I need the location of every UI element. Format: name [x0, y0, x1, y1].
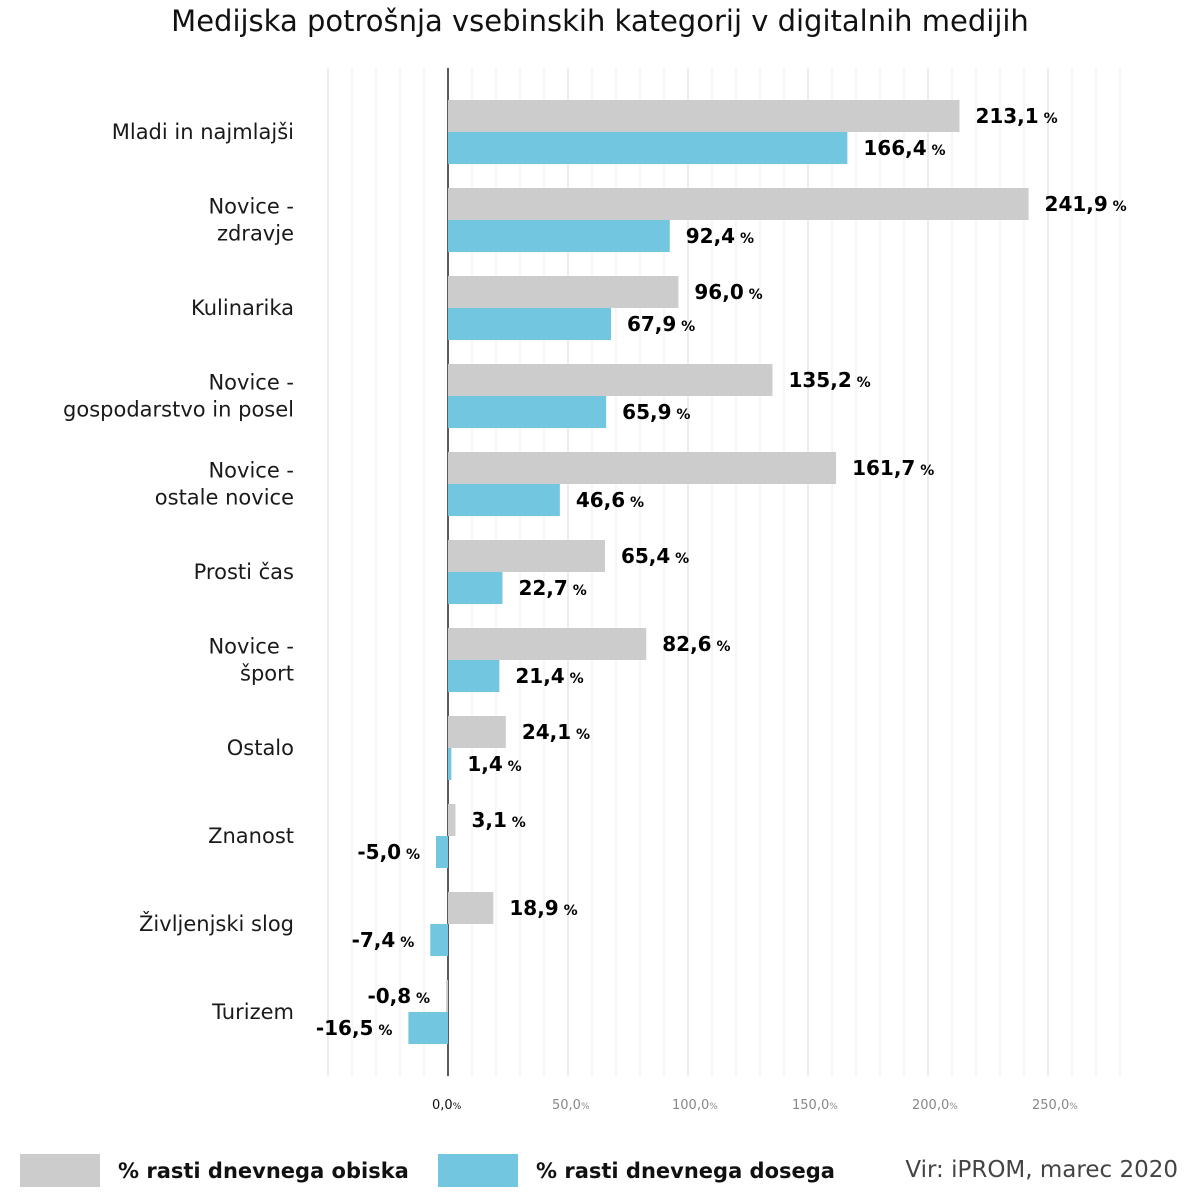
value-label-visits: 82,6 % — [662, 632, 730, 656]
bar-reach — [448, 748, 452, 780]
bar-visits — [448, 452, 837, 484]
bar-visits — [448, 628, 647, 660]
value-label-reach: 22,7 % — [518, 576, 586, 600]
bar-reach — [448, 660, 500, 692]
value-label-reach: -5,0 % — [357, 840, 420, 864]
category-label: Novice -zdravje — [208, 195, 294, 246]
value-labels: 213,1 % 166,4 % 241,9 % 92,4 % 96,0 % 67,9 % 1… — [316, 104, 1127, 1040]
bar-visits — [448, 892, 494, 924]
category-label: Turizem — [211, 1000, 294, 1024]
value-label-visits: 213,1 % — [975, 104, 1057, 128]
bar-reach — [448, 572, 503, 604]
category-label: Kulinarika — [191, 296, 294, 320]
x-tick-label: 200,0% — [912, 1098, 958, 1113]
category-label: Življenjski slog — [139, 911, 294, 936]
bar-visits — [448, 276, 679, 308]
value-label-visits: 96,0 % — [694, 280, 762, 304]
bar-visits — [448, 804, 456, 836]
category-labels: Mladi in najmlajši Novice -zdravje Kulinar… — [63, 120, 294, 1024]
source-note: Vir: iPROM, marec 2020 — [905, 1157, 1178, 1183]
value-label-reach: 166,4 % — [863, 136, 945, 160]
x-tick-label: 0,0% — [432, 1098, 462, 1113]
value-label-visits: -0,8 % — [367, 984, 430, 1008]
x-axis-ticks: 0,0% 50,0% 100,0% 150,0% 200,0% 250,0% — [432, 1098, 1078, 1113]
bar-visits — [448, 188, 1029, 220]
category-label: Prosti čas — [194, 560, 294, 584]
legend-swatch-visits — [20, 1154, 100, 1187]
bar-visits — [448, 716, 506, 748]
bar-visits — [448, 364, 773, 396]
chart-title: Medijska potrošnja vsebinskih kategorij … — [171, 4, 1029, 38]
bar-visits — [448, 100, 960, 132]
value-label-reach: 92,4 % — [686, 224, 754, 248]
value-label-visits: 135,2 % — [788, 368, 870, 392]
value-label-reach: -7,4 % — [352, 928, 415, 952]
bar-visits — [446, 980, 448, 1012]
bar-reach — [408, 1012, 448, 1044]
value-label-reach: 67,9 % — [627, 312, 695, 336]
value-label-reach: -16,5 % — [316, 1016, 393, 1040]
value-label-reach: 65,9 % — [622, 400, 690, 424]
x-tick-label: 50,0% — [552, 1098, 590, 1113]
category-label: Mladi in najmlajši — [112, 120, 294, 144]
bar-reach — [448, 132, 848, 164]
bar-reach — [436, 836, 448, 868]
value-label-reach: 21,4 % — [515, 664, 583, 688]
value-label-visits: 65,4 % — [621, 544, 689, 568]
bars — [408, 100, 1029, 1044]
bar-reach — [448, 308, 611, 340]
legend-label-visits: % rasti dnevnega obiska — [118, 1158, 409, 1183]
x-tick-label: 250,0% — [1032, 1098, 1078, 1113]
bar-reach — [448, 484, 560, 516]
value-label-reach: 1,4 % — [467, 752, 521, 776]
value-label-visits: 161,7 % — [852, 456, 934, 480]
x-tick-label: 150,0% — [792, 1098, 838, 1113]
category-label: Novice -gospodarstvo in posel — [63, 371, 294, 422]
legend: % rasti dnevnega obiska % rasti dnevnega… — [0, 1150, 1200, 1192]
value-label-visits: 3,1 % — [471, 808, 525, 832]
category-label: Novice -šport — [208, 635, 294, 686]
category-label: Ostalo — [227, 736, 294, 760]
legend-item-reach: % rasti dnevnega dosega — [438, 1154, 835, 1187]
x-tick-label: 100,0% — [672, 1098, 718, 1113]
legend-label-reach: % rasti dnevnega dosega — [536, 1158, 835, 1183]
legend-item-visits: % rasti dnevnega obiska — [20, 1154, 409, 1187]
bar-reach — [430, 924, 448, 956]
value-label-visits: 241,9 % — [1045, 192, 1127, 216]
value-label-reach: 46,6 % — [576, 488, 644, 512]
category-label: Znanost — [208, 824, 294, 848]
bar-visits — [448, 540, 605, 572]
bar-reach — [448, 220, 670, 252]
bar-chart: 213,1 % 166,4 % 241,9 % 92,4 % 96,0 % 67,9 % 1… — [63, 68, 1127, 1113]
value-label-visits: 24,1 % — [522, 720, 590, 744]
legend-swatch-reach — [438, 1154, 518, 1187]
bar-reach — [448, 396, 607, 428]
category-label: Novice -ostale novice — [155, 459, 294, 510]
